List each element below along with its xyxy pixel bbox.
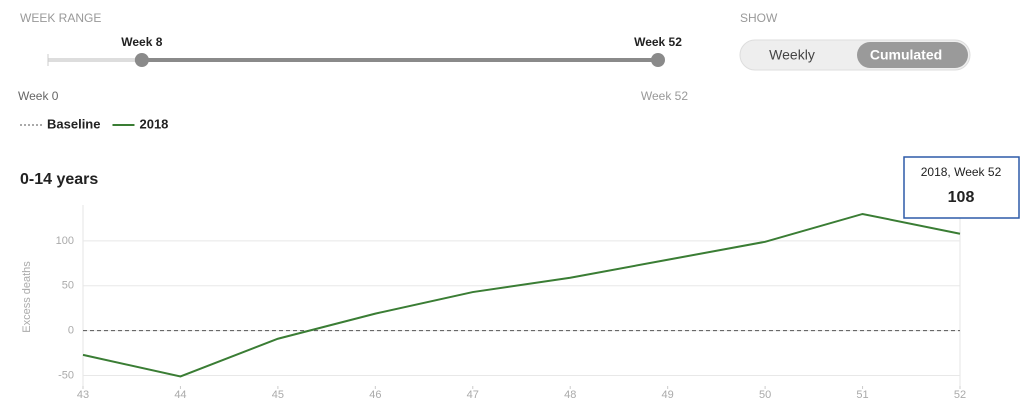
y-axis-label: Excess deaths — [21, 261, 33, 333]
range-min: Week 0 — [18, 89, 59, 103]
slider-value: Week 8 — [121, 35, 162, 49]
x-tick-label: 52 — [954, 389, 966, 401]
toggle-option[interactable]: Weekly — [769, 47, 815, 63]
toggle-active — [857, 42, 968, 68]
x-tick-label: 49 — [662, 389, 674, 401]
chart-title: 0-14 years — [20, 171, 98, 188]
y-tick-label: 100 — [56, 235, 74, 247]
slider-handle[interactable] — [134, 53, 149, 67]
x-tick-label: 47 — [467, 389, 479, 401]
range-max: Week 52 — [641, 89, 688, 103]
show-label: SHOW — [740, 11, 778, 25]
series-line — [82, 212, 961, 378]
x-tick-label: 43 — [77, 389, 89, 401]
y-tick-label: 50 — [62, 280, 74, 292]
y-tick-label: -50 — [58, 369, 74, 381]
x-tick-label: 44 — [174, 389, 186, 401]
legend-label: Baseline — [47, 116, 100, 131]
x-tick-label: 45 — [272, 389, 284, 401]
slider-value: Week 52 — [634, 35, 682, 49]
y-tick-label: 0 — [68, 325, 74, 337]
x-tick-label: 48 — [564, 389, 576, 401]
x-tick-label: 50 — [759, 389, 771, 401]
slider-handle[interactable] — [651, 53, 665, 67]
range-label: WEEK RANGE — [20, 11, 101, 25]
tooltip-box — [903, 156, 1020, 219]
tooltip-title: 2018, Week 52 — [921, 165, 1002, 179]
tooltip-value: 108 — [948, 189, 975, 206]
x-tick-label: 51 — [856, 389, 868, 401]
x-tick-label: 46 — [369, 389, 381, 401]
toggle-option[interactable]: Cumulated — [870, 47, 942, 63]
legend-label: 2018 — [139, 116, 168, 131]
